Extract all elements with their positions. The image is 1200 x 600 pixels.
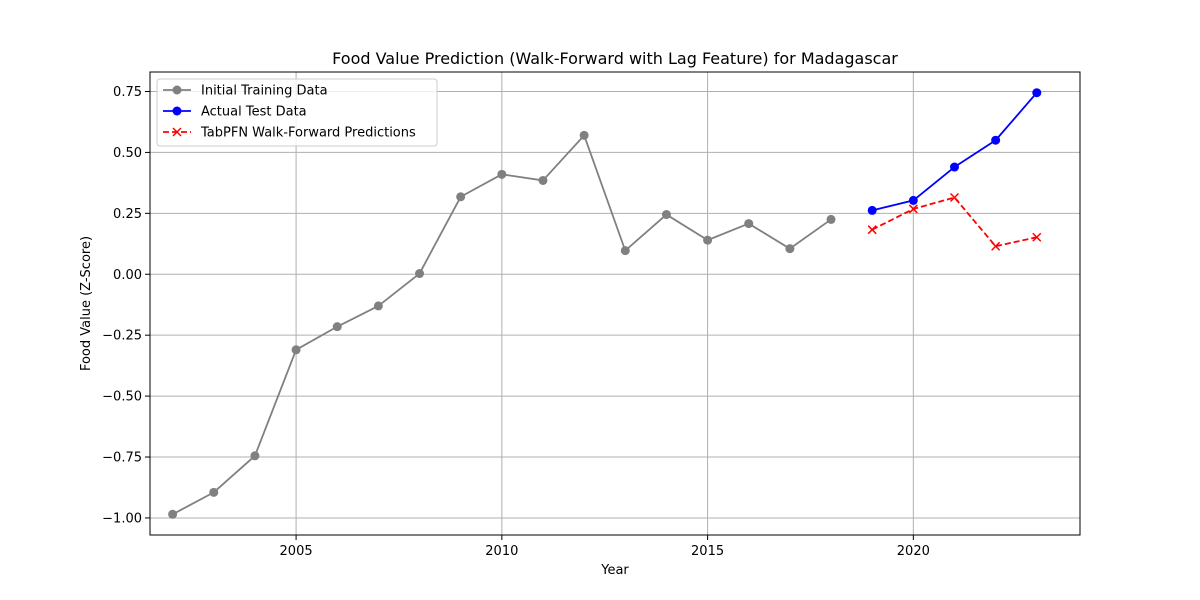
- series-layer: [168, 88, 1042, 519]
- y-tick-label: 0.00: [113, 268, 142, 283]
- data-point: [826, 214, 836, 224]
- legend-label: Actual Test Data: [201, 105, 307, 120]
- y-tick-label: −0.25: [102, 329, 142, 344]
- data-point: [497, 169, 507, 179]
- data-point: [908, 195, 918, 205]
- data-point: [661, 210, 671, 220]
- x-tick-label: 2010: [485, 544, 518, 559]
- legend-marker: [172, 85, 182, 95]
- data-point: [250, 451, 260, 461]
- legend-marker: [172, 127, 182, 137]
- data-point: [332, 322, 342, 332]
- data-point: [456, 192, 466, 202]
- y-tick-label: −1.00: [102, 511, 142, 526]
- legend-marker: [172, 106, 182, 116]
- data-point: [168, 509, 178, 519]
- data-point: [415, 269, 425, 279]
- data-point: [867, 205, 877, 215]
- y-tick-label: −0.75: [102, 451, 142, 466]
- x-tick-label: 2020: [897, 544, 930, 559]
- legend-frame: [156, 78, 438, 147]
- y-axis-ticks: −1.00 −0.75 −0.50 −0.25 0.00 0.25 0.50 0.75: [102, 85, 150, 526]
- data-point: [744, 219, 754, 229]
- series-line-3: [871, 196, 1037, 248]
- data-point: [949, 192, 960, 203]
- data-point: [291, 345, 301, 355]
- legend-label: Initial Training Data: [201, 84, 328, 99]
- data-point: [867, 225, 877, 235]
- legend: Initial Training Data Actual Test Data Tab…: [156, 78, 438, 147]
- data-point: [1032, 232, 1042, 242]
- y-tick-label: 0.25: [113, 207, 142, 222]
- y-axis-label: Food Value (Z-Score): [79, 236, 94, 371]
- x-tick-label: 2015: [691, 544, 724, 559]
- legend-label: TabPFN Walk-Forward Predictions: [200, 126, 416, 141]
- data-point: [373, 301, 383, 311]
- data-point: [209, 487, 219, 497]
- data-point: [785, 244, 795, 254]
- chart-title: Food Value Prediction (Walk-Forward with…: [332, 49, 898, 68]
- data-point: [703, 235, 713, 245]
- data-point: [579, 130, 589, 140]
- x-axis-label: Year: [600, 563, 629, 578]
- x-axis-ticks: 2005 2010 2015 2020: [280, 535, 930, 559]
- data-point: [908, 204, 918, 214]
- grid: [150, 72, 1080, 535]
- data-point: [538, 175, 548, 185]
- data-point: [949, 162, 959, 172]
- plot-area-frame: [149, 71, 1081, 536]
- data-point: [991, 135, 1001, 145]
- y-tick-label: 0.50: [113, 146, 142, 161]
- data-point: [620, 246, 630, 256]
- data-point: [1032, 88, 1042, 98]
- x-tick-label: 2005: [280, 544, 313, 559]
- y-tick-label: 0.75: [113, 85, 142, 100]
- data-point: [991, 241, 1001, 251]
- y-tick-label: −0.50: [102, 390, 142, 405]
